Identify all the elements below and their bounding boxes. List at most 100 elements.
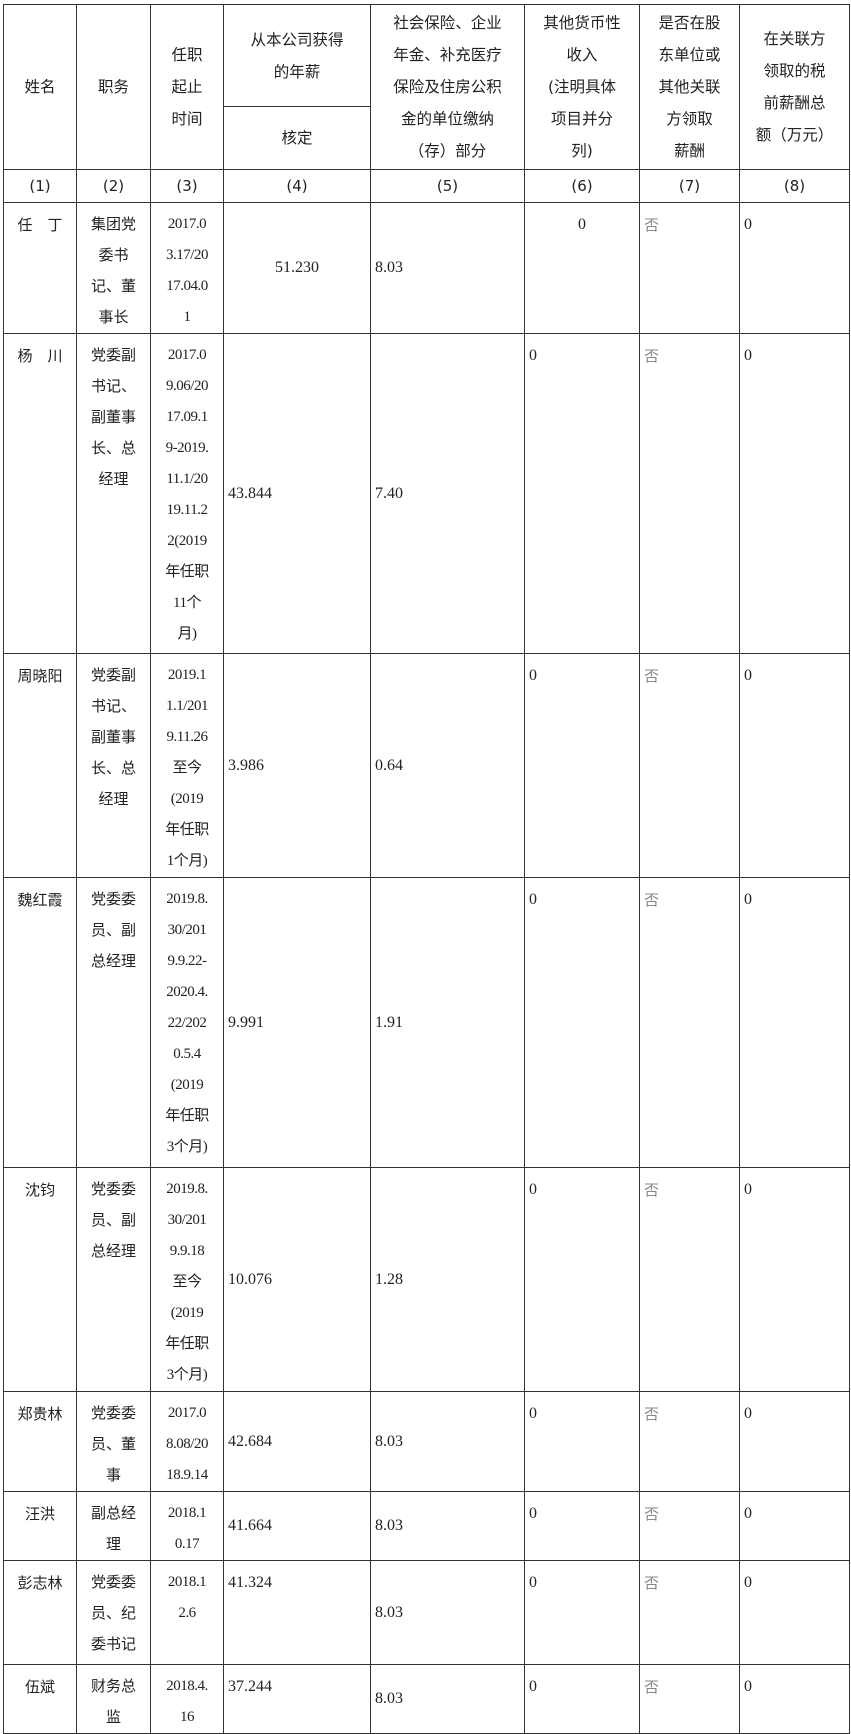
other-income-cell: 0 <box>524 1664 640 1734</box>
insurance-cell: 8.03 <box>370 202 525 334</box>
other-income-cell: 0 <box>524 202 640 334</box>
related-pay-cell: 否 <box>639 653 740 878</box>
related-total-cell: 0 <box>739 1664 850 1734</box>
salary-cell: 9.991 <box>223 877 371 1168</box>
related-total-cell: 0 <box>739 1491 850 1561</box>
position-cell: 副总经 理 <box>76 1491 151 1561</box>
name-cell: 周晓阳 <box>3 653 77 878</box>
header-salary-approved: 核定 <box>223 106 371 170</box>
name-cell: 魏红霞 <box>3 877 77 1168</box>
name-cell: 郑贵林 <box>3 1391 77 1492</box>
index-cell: (4) <box>223 169 371 203</box>
term-cell: 2018.1 2.6 <box>150 1560 224 1665</box>
header-term: 任职 起止 时间 <box>150 4 224 170</box>
insurance-cell: 1.28 <box>370 1167 525 1392</box>
index-row: (1) (2) (3) (4) (5) (6) (7) (8) <box>3 169 850 203</box>
other-income-cell: 0 <box>524 1391 640 1492</box>
position-cell: 集团党 委书 记、董 事长 <box>76 202 151 334</box>
related-pay-cell: 否 <box>639 1664 740 1734</box>
term-cell: 2018.1 0.17 <box>150 1491 224 1561</box>
index-cell: (5) <box>370 169 525 203</box>
insurance-cell: 8.03 <box>370 1664 525 1734</box>
related-pay-cell: 否 <box>639 333 740 654</box>
other-income-cell: 0 <box>524 333 640 654</box>
related-total-cell: 0 <box>739 653 850 878</box>
related-total-cell: 0 <box>739 1167 850 1392</box>
related-pay-cell: 否 <box>639 877 740 1168</box>
table-row: 周晓阳 党委副 书记、 副董事 长、总 经理 2019.1 1.1/201 9.11… <box>3 653 850 878</box>
header-insurance: 社会保险、企业 年金、补充医疗 保险及住房公积 金的单位缴纳 （存）部分 <box>370 4 525 170</box>
related-total-cell: 0 <box>739 202 850 334</box>
insurance-cell: 1.91 <box>370 877 525 1168</box>
term-cell: 2019.8. 30/201 9.9.18 至今 (2019 年任职 3个月) <box>150 1167 224 1392</box>
related-total-cell: 0 <box>739 333 850 654</box>
other-income-cell: 0 <box>524 1560 640 1665</box>
name-cell: 伍斌 <box>3 1664 77 1734</box>
related-total-cell: 0 <box>739 877 850 1168</box>
position-cell: 党委副 书记、 副董事 长、总 经理 <box>76 333 151 654</box>
salary-cell: 42.684 <box>223 1391 371 1492</box>
related-pay-cell: 否 <box>639 1391 740 1492</box>
salary-cell: 3.986 <box>223 653 371 878</box>
insurance-cell: 0.64 <box>370 653 525 878</box>
term-cell: 2018.4. 16 <box>150 1664 224 1734</box>
position-cell: 党委副 书记、 副董事 长、总 经理 <box>76 653 151 878</box>
term-cell: 2017.0 9.06/20 17.09.1 9-2019. 11.1/20 1… <box>150 333 224 654</box>
header-other-income: 其他货币性 收入 (注明具体 项目并分 列) <box>524 4 640 170</box>
other-income-cell: 0 <box>524 1491 640 1561</box>
header-name: 姓名 <box>3 4 77 170</box>
name-cell: 汪洪 <box>3 1491 77 1561</box>
related-total-cell: 0 <box>739 1560 850 1665</box>
table-row: 郑贵林 党委委 员、董 事 2017.0 8.08/20 18.9.14 42.684… <box>3 1391 850 1492</box>
header-row: 姓名 职务 任职 起止 时间 从本公司获得 的年薪 社会保险、企业 年金、补充医… <box>3 4 850 170</box>
salary-cell: 41.324 <box>223 1560 371 1665</box>
related-pay-cell: 否 <box>639 1491 740 1561</box>
position-cell: 党委委 员、纪 委书记 <box>76 1560 151 1665</box>
table-row: 汪洪 副总经 理 2018.1 0.17 41.664 8.03 0 否 0 <box>3 1491 850 1561</box>
position-cell: 财务总 监 <box>76 1664 151 1734</box>
insurance-cell: 8.03 <box>370 1560 525 1665</box>
insurance-cell: 7.40 <box>370 333 525 654</box>
position-cell: 党委委 员、副 总经理 <box>76 877 151 1168</box>
table-row: 伍斌 财务总 监 2018.4. 16 37.244 8.03 0 否 0 <box>3 1664 850 1734</box>
related-pay-cell: 否 <box>639 1560 740 1665</box>
salary-cell: 41.664 <box>223 1491 371 1561</box>
term-cell: 2017.0 8.08/20 18.9.14 <box>150 1391 224 1492</box>
header-position: 职务 <box>76 4 151 170</box>
index-cell: (2) <box>76 169 151 203</box>
position-cell: 党委委 员、副 总经理 <box>76 1167 151 1392</box>
name-cell: 杨 川 <box>3 333 77 654</box>
other-income-cell: 0 <box>524 1167 640 1392</box>
other-income-cell: 0 <box>524 653 640 878</box>
position-cell: 党委委 员、董 事 <box>76 1391 151 1492</box>
table-row: 魏红霞 党委委 员、副 总经理 2019.8. 30/201 9.9.22- 202… <box>3 877 850 1168</box>
salary-cell: 43.844 <box>223 333 371 654</box>
related-pay-cell: 否 <box>639 1167 740 1392</box>
name-cell: 沈钧 <box>3 1167 77 1392</box>
index-cell: (8) <box>739 169 850 203</box>
header-related-total: 在关联方 领取的税 前薪酬总 额（万元） <box>739 4 850 170</box>
header-related-pay: 是否在股 东单位或 其他关联 方领取 薪酬 <box>639 4 740 170</box>
table-row: 任 丁集团党 委书 记、董 事长 2017.0 3.17/20 17.04.0 1… <box>3 202 850 334</box>
index-cell: (3) <box>150 169 224 203</box>
salary-cell: 37.244 <box>223 1664 371 1734</box>
salary-cell: 51.230 <box>223 202 371 334</box>
salary-cell: 10.076 <box>223 1167 371 1392</box>
header-salary: 从本公司获得 的年薪 <box>223 4 371 107</box>
insurance-cell: 8.03 <box>370 1491 525 1561</box>
name-cell: 彭志林 <box>3 1560 77 1665</box>
index-cell: (7) <box>639 169 740 203</box>
related-total-cell: 0 <box>739 1391 850 1492</box>
index-cell: (1) <box>3 169 77 203</box>
insurance-cell: 8.03 <box>370 1391 525 1492</box>
table-row: 沈钧 党委委 员、副 总经理 2019.8. 30/201 9.9.18 至今 (2… <box>3 1167 850 1392</box>
table-row: 彭志林 党委委 员、纪 委书记 2018.1 2.6 41.324 8.03 0 否 0 <box>3 1560 850 1665</box>
other-income-cell: 0 <box>524 877 640 1168</box>
term-cell: 2019.1 1.1/201 9.11.26 至今 (2019 年任职 1个月) <box>150 653 224 878</box>
compensation-table: 姓名 职务 任职 起止 时间 从本公司获得 的年薪 社会保险、企业 年金、补充医… <box>3 4 850 1734</box>
term-cell: 2019.8. 30/201 9.9.22- 2020.4. 22/202 0.… <box>150 877 224 1168</box>
term-cell: 2017.0 3.17/20 17.04.0 1 <box>150 202 224 334</box>
related-pay-cell: 否 <box>639 202 740 334</box>
name-cell: 任 丁 <box>3 202 77 334</box>
table-row: 杨 川党委副 书记、 副董事 长、总 经理 2017.0 9.06/20 17.0… <box>3 333 850 654</box>
